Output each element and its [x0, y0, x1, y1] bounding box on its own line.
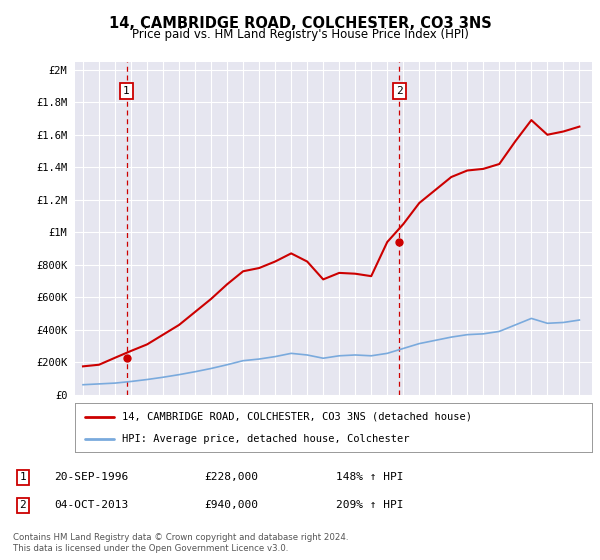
Text: 20-SEP-1996: 20-SEP-1996	[54, 472, 128, 482]
Text: 209% ↑ HPI: 209% ↑ HPI	[336, 500, 404, 510]
Text: HPI: Average price, detached house, Colchester: HPI: Average price, detached house, Colc…	[122, 434, 409, 444]
Text: 2: 2	[19, 500, 26, 510]
Text: 1: 1	[19, 472, 26, 482]
Text: £228,000: £228,000	[204, 472, 258, 482]
Text: 14, CAMBRIDGE ROAD, COLCHESTER, CO3 3NS (detached house): 14, CAMBRIDGE ROAD, COLCHESTER, CO3 3NS …	[122, 412, 472, 422]
Text: 148% ↑ HPI: 148% ↑ HPI	[336, 472, 404, 482]
Text: £940,000: £940,000	[204, 500, 258, 510]
Text: 14, CAMBRIDGE ROAD, COLCHESTER, CO3 3NS: 14, CAMBRIDGE ROAD, COLCHESTER, CO3 3NS	[109, 16, 491, 31]
Text: 2: 2	[396, 86, 403, 96]
Text: Price paid vs. HM Land Registry's House Price Index (HPI): Price paid vs. HM Land Registry's House …	[131, 28, 469, 41]
Text: Contains HM Land Registry data © Crown copyright and database right 2024.
This d: Contains HM Land Registry data © Crown c…	[13, 533, 349, 553]
Text: 04-OCT-2013: 04-OCT-2013	[54, 500, 128, 510]
Text: 1: 1	[123, 86, 130, 96]
